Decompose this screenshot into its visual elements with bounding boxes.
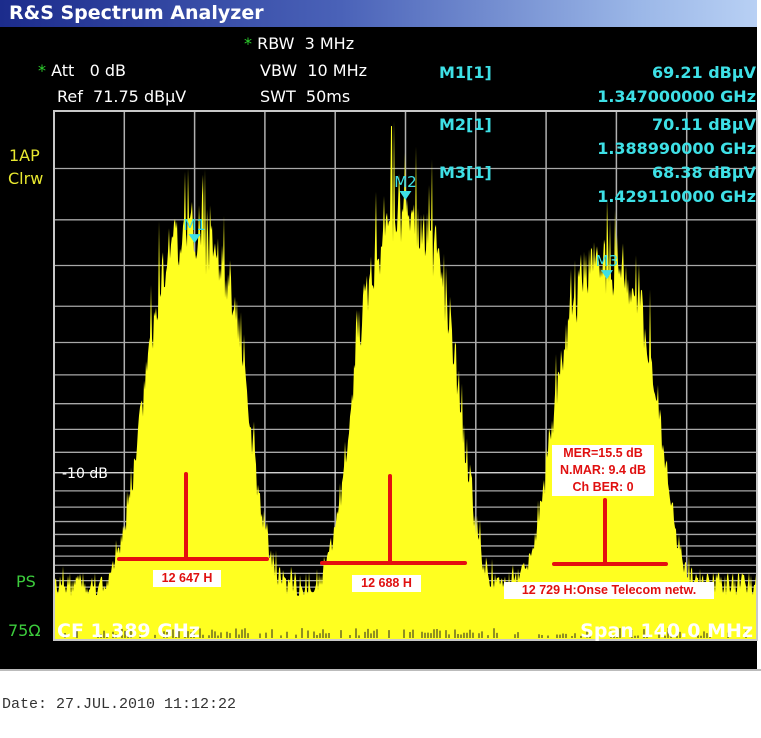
- span[interactable]: Span 140.0 MHz: [580, 620, 753, 642]
- marker-1-level: 69.21 dBµV: [652, 63, 756, 82]
- marker-2-triangle[interactable]: [399, 191, 412, 201]
- grid-label-minus-10db: -10 dB: [62, 466, 108, 482]
- marker-3-freq: 1.429110000 GHz: [597, 187, 756, 206]
- att-setting[interactable]: Att 0 dB: [51, 61, 126, 80]
- ch1-transponder-label: 12 647 H: [153, 570, 221, 587]
- rbw-modified-star: *: [244, 34, 252, 53]
- marker-3-triangle[interactable]: [600, 270, 613, 280]
- att-modified-star: *: [38, 61, 46, 80]
- window-title: R&S Spectrum Analyzer: [9, 2, 264, 24]
- marker-2-label: M2[1]: [439, 115, 492, 134]
- marker-1-label: M1[1]: [439, 63, 492, 82]
- marker-1-tag: M1: [183, 216, 206, 234]
- preselector-label: PS: [16, 572, 36, 591]
- trace-detector-label: 1AP: [9, 146, 40, 165]
- marker-2-level: 70.11 dBµV: [652, 115, 756, 134]
- vbw-setting[interactable]: VBW 10 MHz: [260, 61, 368, 80]
- center-frequency[interactable]: CF 1.389 GHz: [57, 620, 200, 642]
- marker-1-triangle[interactable]: [188, 234, 201, 244]
- ch2-transponder-label: 12 688 H: [352, 575, 421, 592]
- marker-1-freq: 1.347000000 GHz: [597, 87, 756, 106]
- divider: [0, 669, 761, 671]
- ref-level-setting[interactable]: Ref 71.75 dBµV: [57, 87, 187, 106]
- sweep-time-setting[interactable]: SWT 50ms: [260, 87, 351, 106]
- marker-3-label: M3[1]: [439, 163, 492, 182]
- trace-mode-label: Clrw: [8, 169, 44, 188]
- capture-date: Date: 27.JUL.2010 11:12:22: [2, 696, 237, 713]
- mer-measurement-box: MER=15.5 dB N.MAR: 9.4 dB Ch BER: 0: [552, 445, 654, 496]
- rbw-setting[interactable]: RBW 3 MHz: [257, 34, 355, 53]
- marker-3-tag: M3: [596, 252, 619, 270]
- impedance-label: 75Ω: [8, 621, 41, 640]
- title-bar: R&S Spectrum Analyzer: [0, 0, 757, 27]
- marker-2-freq: 1.388990000 GHz: [597, 139, 756, 158]
- plot-frame: [53, 110, 758, 641]
- marker-2-tag: M2: [394, 173, 417, 191]
- spectrum-trace: [54, 120, 757, 641]
- marker-3-level: 68.38 dBµV: [652, 163, 756, 182]
- ch3-transponder-label: 12 729 H:Onse Telecom netw.: [504, 582, 714, 599]
